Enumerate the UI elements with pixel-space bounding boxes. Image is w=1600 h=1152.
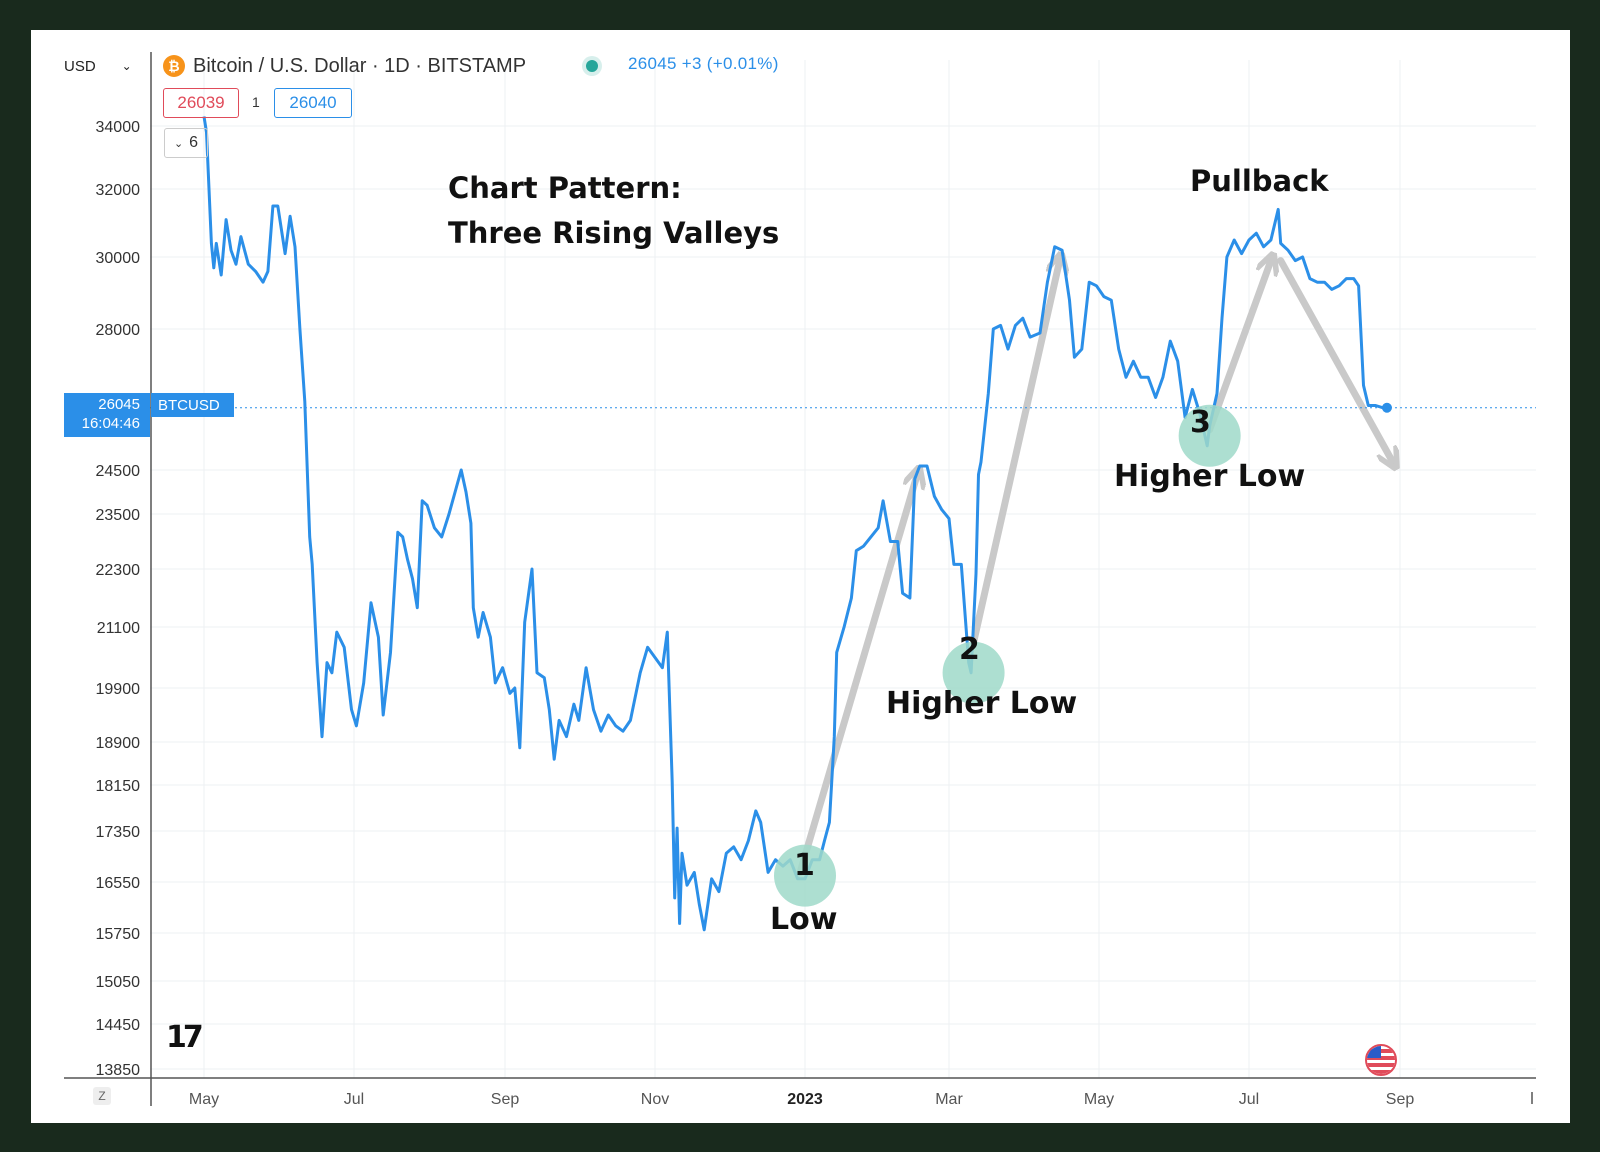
bitcoin-icon: ₿ bbox=[163, 55, 185, 77]
valley-marker bbox=[942, 641, 1005, 704]
y-tick-label: 34000 bbox=[96, 119, 141, 136]
trend-arrow bbox=[1206, 261, 1271, 434]
y-tick-label: 13850 bbox=[96, 1062, 141, 1079]
indicator-count: 6 bbox=[189, 134, 199, 151]
x-tick-label: Sep bbox=[491, 1091, 520, 1108]
last-price-tag: 26045 16:04:46 bbox=[64, 393, 150, 437]
pattern-title-line1: Chart Pattern: bbox=[448, 171, 682, 205]
y-tick-label: 21100 bbox=[97, 620, 140, 637]
y-tick-label: 18900 bbox=[96, 735, 141, 752]
y-tick-label: 32000 bbox=[96, 182, 141, 199]
spread-label: 1 bbox=[252, 94, 260, 110]
x-tick-label: Jul bbox=[344, 1091, 364, 1108]
y-tick-label: 23500 bbox=[96, 507, 141, 524]
currency-select[interactable]: USD ⌄ bbox=[64, 52, 144, 80]
y-tick-label: 30000 bbox=[96, 250, 141, 267]
trend-arrow bbox=[796, 474, 917, 876]
valley3-label: Higher Low bbox=[1114, 459, 1306, 494]
chart-panel bbox=[31, 30, 1570, 1123]
trend-arrows bbox=[796, 257, 1393, 876]
valley-markers bbox=[774, 404, 1241, 907]
price-change: 26045 +3 (+0.01%) bbox=[628, 54, 779, 73]
chevron-down-icon: ⌄ bbox=[173, 137, 184, 150]
chevron-down-icon: ⌄ bbox=[121, 59, 132, 73]
us-flag-icon[interactable] bbox=[1365, 1044, 1397, 1076]
y-tick-label: 24500 bbox=[96, 463, 141, 480]
trend-arrow bbox=[970, 261, 1060, 646]
x-tick-label: Jul bbox=[1239, 1091, 1259, 1108]
y-tick-label: 17350 bbox=[96, 824, 141, 841]
y-tick-label: 14450 bbox=[96, 1017, 141, 1034]
x-tick-label: Nov bbox=[641, 1091, 669, 1108]
valley-marker bbox=[1178, 404, 1241, 467]
y-tick-label: 22300 bbox=[96, 562, 141, 579]
valley2-label: Higher Low bbox=[886, 686, 1078, 721]
valley2-number: 2 bbox=[959, 632, 980, 667]
pullback-label: Pullback bbox=[1190, 164, 1329, 198]
y-tick-label: 28000 bbox=[96, 322, 141, 339]
x-tick-label: Sep bbox=[1386, 1091, 1415, 1108]
symbol-tag: BTCUSD bbox=[151, 393, 234, 417]
tradingview-logo: 17 bbox=[166, 1020, 204, 1055]
x-tick-label: 2023 bbox=[787, 1091, 823, 1108]
axes: 34000 32000 30000 28000 24500 23500 22300 21100… bbox=[64, 52, 1536, 1108]
y-tick-label: 15750 bbox=[96, 926, 141, 943]
valley1-number: 1 bbox=[794, 848, 815, 883]
symbol-title-text: Bitcoin / U.S. Dollar · 1D · BITSTAMP bbox=[193, 54, 527, 77]
valley3-number: 3 bbox=[1190, 405, 1211, 440]
y-tick-label: 15050 bbox=[96, 974, 141, 991]
currency-label: USD bbox=[64, 57, 96, 75]
price-line bbox=[150, 116, 1536, 932]
x-tick-label: Mar bbox=[935, 1091, 963, 1108]
y-tick-label: 18150 bbox=[96, 778, 141, 795]
x-tick-label: May bbox=[1084, 1091, 1114, 1108]
x-tick-label: May bbox=[189, 1091, 219, 1108]
market-status-icon bbox=[586, 60, 598, 72]
last-price-dot bbox=[1381, 402, 1392, 413]
trend-arrow bbox=[1277, 257, 1393, 462]
grid-lines bbox=[150, 60, 1536, 1078]
valley-marker bbox=[774, 844, 836, 907]
last-price: 26045 bbox=[98, 396, 140, 413]
pattern-title-line2: Three Rising Valleys bbox=[448, 216, 780, 250]
zoom-reset-button[interactable]: Z bbox=[93, 1087, 111, 1105]
sell-price-button[interactable]: 26039 bbox=[163, 88, 239, 118]
countdown-time: 16:04:46 bbox=[81, 415, 140, 432]
valley1-label: Low bbox=[770, 902, 838, 937]
indicators-collapse-button[interactable]: ⌄ 6 bbox=[164, 128, 208, 158]
buy-price-button[interactable]: 26040 bbox=[274, 88, 352, 118]
symbol-title[interactable]: ₿ Bitcoin / U.S. Dollar · 1D · BITSTAMP bbox=[163, 52, 526, 80]
y-tick-label: 19900 bbox=[96, 681, 141, 698]
price-series-line bbox=[202, 116, 1384, 932]
y-tick-label: 16550 bbox=[96, 875, 141, 892]
